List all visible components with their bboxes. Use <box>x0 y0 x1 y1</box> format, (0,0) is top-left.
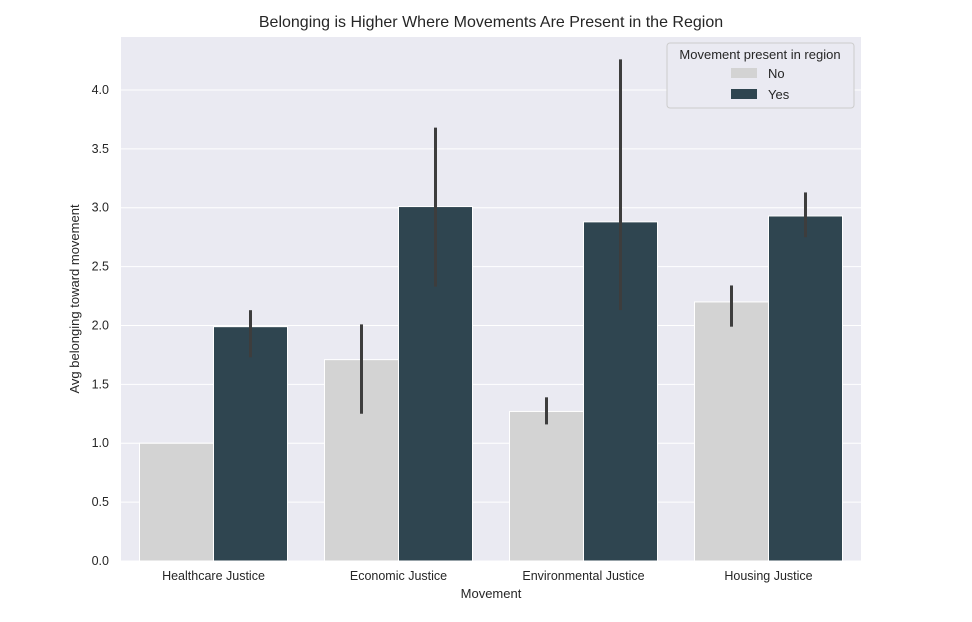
bar <box>694 301 769 562</box>
y-tick-label: 3.5 <box>92 142 109 156</box>
x-tick-labels: Healthcare Justice Economic Justice Enviro… <box>162 569 813 583</box>
bar <box>509 410 584 562</box>
x-tick-label: Housing Justice <box>724 569 812 583</box>
y-tick-label: 3.0 <box>92 201 109 215</box>
y-tick-label: 0.0 <box>92 554 109 568</box>
bar <box>213 326 288 562</box>
y-tick-labels: 0.0 0.5 1.0 1.5 2.0 2.5 3.0 3.5 4.0 <box>92 83 109 568</box>
legend-label: No <box>768 66 785 81</box>
y-tick-label: 2.0 <box>92 318 109 332</box>
y-tick-label: 2.5 <box>92 260 109 274</box>
x-tick-label: Healthcare Justice <box>162 569 265 583</box>
y-axis-label: Avg belonging toward movement <box>67 204 82 393</box>
legend-title: Movement present in region <box>679 47 840 62</box>
x-tick-label: Economic Justice <box>350 569 447 583</box>
y-tick-label: 4.0 <box>92 83 109 97</box>
legend-swatch <box>731 89 757 99</box>
x-axis-label: Movement <box>461 586 522 601</box>
y-tick-label: 1.5 <box>92 377 109 391</box>
legend-label: Yes <box>768 87 790 102</box>
chart-title: Belonging is Higher Where Movements Are … <box>259 14 723 31</box>
y-tick-label: 1.0 <box>92 436 109 450</box>
legend-frame <box>666 42 855 109</box>
legend-swatch <box>731 68 757 78</box>
error-bars <box>249 59 807 425</box>
bar <box>768 215 843 562</box>
bar <box>139 442 214 562</box>
legend: Movement present in region No Yes <box>666 42 855 109</box>
y-tick-label: 0.5 <box>92 495 109 509</box>
x-tick-label: Environmental Justice <box>522 569 644 583</box>
